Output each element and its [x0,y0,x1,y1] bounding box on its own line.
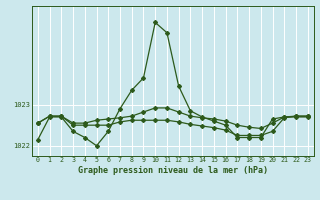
X-axis label: Graphe pression niveau de la mer (hPa): Graphe pression niveau de la mer (hPa) [78,166,268,175]
